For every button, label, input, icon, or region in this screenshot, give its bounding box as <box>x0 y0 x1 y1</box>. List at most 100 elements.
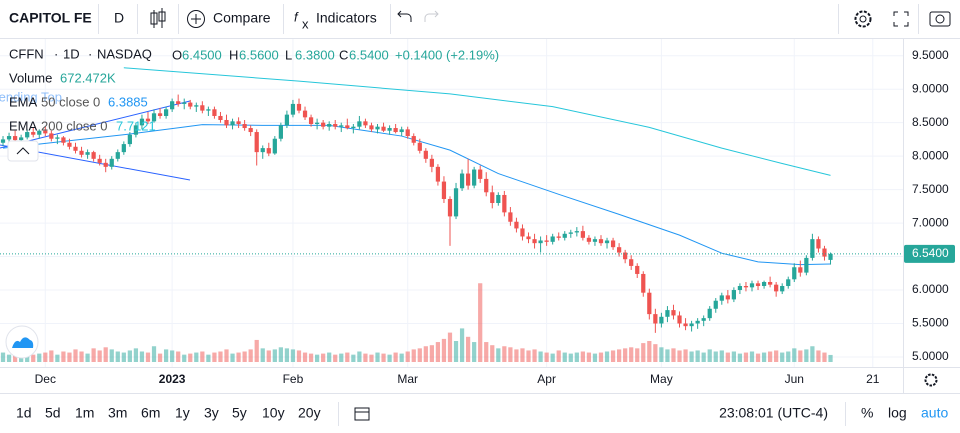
candle-body <box>182 102 187 104</box>
interval-button[interactable]: D <box>114 10 124 26</box>
volume-bar <box>115 351 120 362</box>
settings-button[interactable] <box>854 10 872 28</box>
range-button[interactable]: 5y <box>232 405 247 421</box>
chart-style-button[interactable] <box>150 8 166 28</box>
candle-body <box>792 267 797 280</box>
candle-body <box>465 173 471 186</box>
candle-body <box>302 110 308 118</box>
candle-body <box>683 323 688 327</box>
volume-bar <box>459 328 465 362</box>
candle-body <box>333 124 338 127</box>
candle-body <box>568 232 573 234</box>
candle-body <box>55 137 60 139</box>
candle-body <box>478 169 483 179</box>
candle-body <box>194 105 199 107</box>
range-button[interactable]: 3y <box>204 405 219 421</box>
candle-body <box>701 318 706 321</box>
volume-bar <box>828 354 833 362</box>
log-toggle[interactable]: log <box>888 405 907 421</box>
volume-bar <box>604 351 610 362</box>
candle-body <box>321 122 326 127</box>
volume-bar <box>6 354 12 362</box>
candle-body <box>677 315 682 324</box>
range-button[interactable]: 3m <box>108 405 127 421</box>
volume-bar <box>502 346 507 362</box>
range-button[interactable]: 20y <box>298 405 321 421</box>
candle-body <box>768 281 773 285</box>
volume-bar <box>43 352 48 362</box>
symbol-button[interactable]: CAPITOL FE <box>9 10 92 26</box>
pattern-upper-line <box>0 100 191 149</box>
candle-body <box>641 273 646 293</box>
compare-button[interactable]: Compare <box>213 10 271 26</box>
candle-body <box>278 125 283 139</box>
volume-bar <box>272 349 277 362</box>
candle-body <box>822 248 827 257</box>
collapse-legend-button[interactable] <box>7 140 39 162</box>
y-tick-label: 5.0000 <box>912 349 949 363</box>
range-button[interactable]: 1m <box>75 405 94 421</box>
volume-bar <box>484 342 489 362</box>
y-tick-label: 7.5000 <box>912 182 949 196</box>
candle-body <box>37 130 42 135</box>
range-button[interactable]: 6m <box>141 405 160 421</box>
indicators-icon[interactable]: f <box>294 9 299 24</box>
volume-bar <box>67 352 72 362</box>
volume-legend-value: 672.472K <box>60 70 116 85</box>
axis-settings-button[interactable] <box>924 373 938 387</box>
range-button[interactable]: 10y <box>262 405 285 421</box>
last-price-badge <box>904 244 955 263</box>
range-button[interactable]: 1y <box>175 405 190 421</box>
volume-bar <box>520 348 525 362</box>
volume-bar <box>453 341 459 362</box>
volume-bar <box>574 352 579 362</box>
candle-body <box>314 122 320 125</box>
candle-body <box>236 121 241 125</box>
screenshot-button[interactable] <box>929 11 951 27</box>
candle-body <box>133 125 139 135</box>
volume-bar <box>743 352 749 362</box>
legend-ohlc-key: L <box>285 47 292 62</box>
undo-button[interactable] <box>397 10 412 22</box>
candle-body <box>713 300 718 309</box>
candle-body <box>502 194 507 213</box>
compare-icon[interactable] <box>187 10 205 28</box>
volume-bar <box>629 347 634 362</box>
volume-bar <box>127 350 132 362</box>
candle-body <box>284 114 290 126</box>
volume-bar <box>816 350 821 362</box>
candle-body <box>405 129 410 137</box>
candle-body <box>647 292 652 315</box>
auto-toggle[interactable]: auto <box>921 405 948 421</box>
volume-bar <box>725 352 730 362</box>
candle-body <box>574 231 579 233</box>
candle-body <box>254 132 259 153</box>
volume-bar <box>85 353 90 362</box>
x-tick-label: May <box>650 372 673 386</box>
candle-body <box>653 314 658 324</box>
ema50-line <box>2 124 831 266</box>
volume-bar <box>230 353 235 362</box>
y-tick-label: 7.0000 <box>912 215 949 229</box>
indicators-button[interactable]: Indicators <box>316 10 377 26</box>
candle-body <box>725 295 730 300</box>
redo-button[interactable] <box>424 10 439 22</box>
pattern-label: Descending Top <box>0 89 62 104</box>
volume-bar <box>339 353 344 362</box>
candle-body <box>780 286 785 292</box>
candle-body <box>308 117 314 125</box>
volume-bar <box>586 352 592 362</box>
range-button[interactable]: 5d <box>45 405 61 421</box>
volume-bar <box>188 353 193 362</box>
percent-toggle[interactable]: % <box>861 405 873 421</box>
volume-bar <box>31 354 36 362</box>
range-button[interactable]: 1d <box>16 405 32 421</box>
volume-bar <box>145 352 151 362</box>
candle-body <box>176 101 181 104</box>
volume-bar <box>810 346 815 362</box>
fullscreen-button[interactable] <box>893 11 909 27</box>
candle-body <box>562 233 567 238</box>
candle-body <box>73 146 78 151</box>
date-range-button[interactable] <box>354 407 370 421</box>
candle-body <box>459 173 465 189</box>
